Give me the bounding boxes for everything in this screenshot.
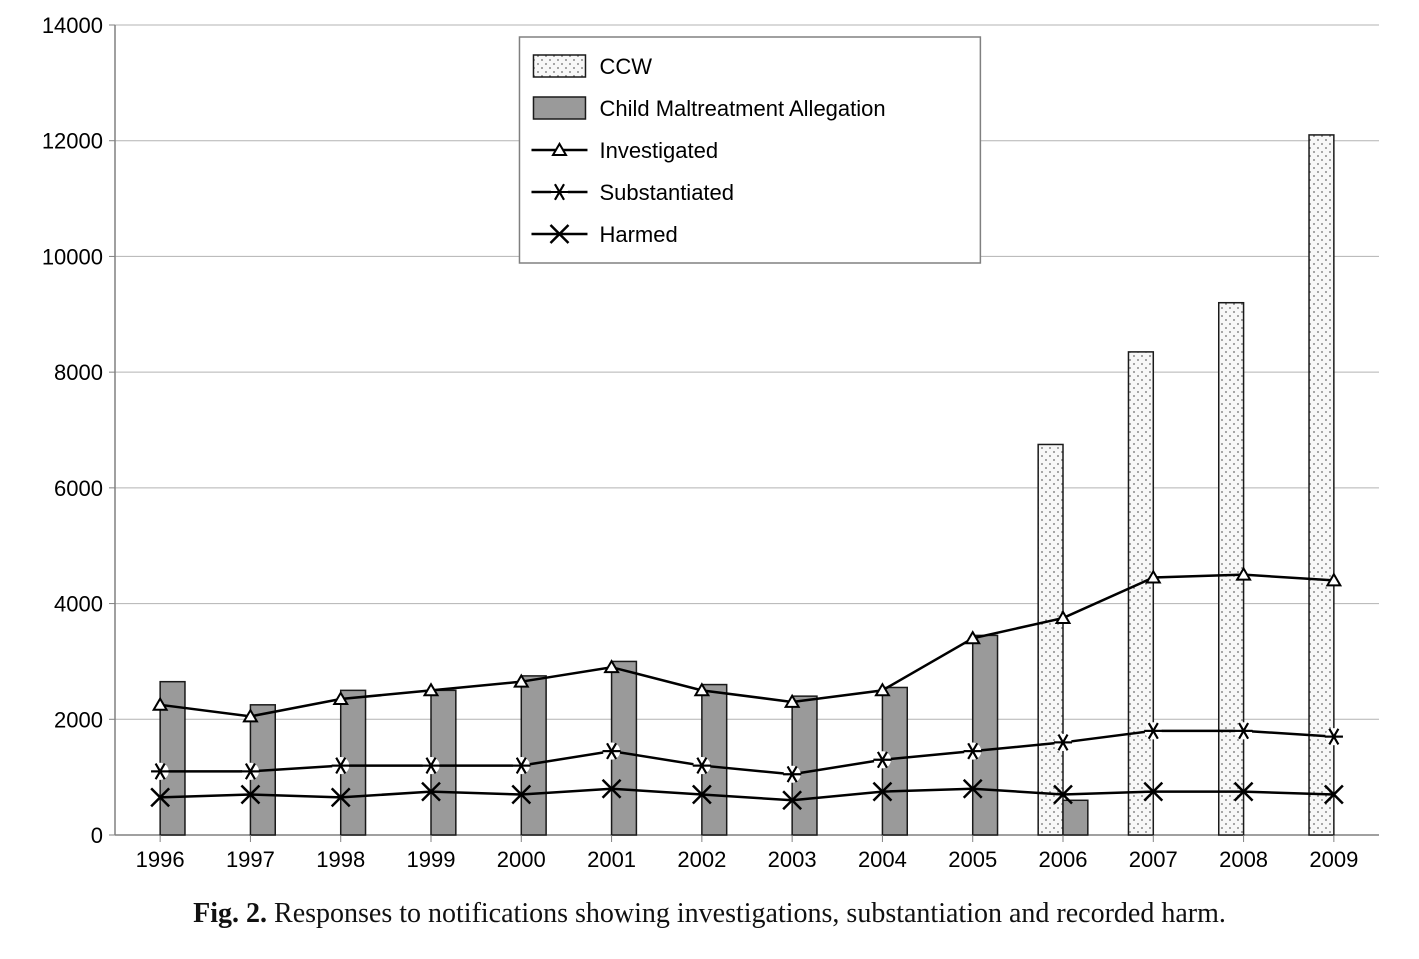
svg-text:Harmed: Harmed xyxy=(599,222,677,247)
svg-text:1998: 1998 xyxy=(316,847,365,872)
svg-text:Investigated: Investigated xyxy=(599,138,718,163)
svg-text:1997: 1997 xyxy=(226,847,275,872)
svg-text:CCW: CCW xyxy=(599,54,652,79)
svg-text:10000: 10000 xyxy=(42,244,103,269)
svg-text:6000: 6000 xyxy=(54,476,103,501)
svg-text:2009: 2009 xyxy=(1309,847,1358,872)
svg-text:1996: 1996 xyxy=(136,847,185,872)
svg-text:2006: 2006 xyxy=(1039,847,1088,872)
figure-caption: Fig. 2. Responses to notifications showi… xyxy=(20,898,1399,930)
svg-text:2005: 2005 xyxy=(948,847,997,872)
svg-text:Child Maltreatment Allegation: Child Maltreatment Allegation xyxy=(599,96,885,121)
svg-text:0: 0 xyxy=(91,823,103,848)
svg-text:2001: 2001 xyxy=(587,847,636,872)
svg-text:2000: 2000 xyxy=(54,707,103,732)
figure-label: Fig. 2. xyxy=(193,898,267,929)
figure-container: 0 2000 4000 6000 8000 10000 12000 14000 1996 1997… xyxy=(0,0,1419,959)
svg-text:2008: 2008 xyxy=(1219,847,1268,872)
svg-text:8000: 8000 xyxy=(54,360,103,385)
chart: 0 2000 4000 6000 8000 10000 12000 14000 1996 1997… xyxy=(20,10,1399,890)
svg-text:2004: 2004 xyxy=(858,847,907,872)
svg-text:Substantiated: Substantiated xyxy=(599,180,734,205)
svg-text:14000: 14000 xyxy=(42,13,103,38)
svg-text:2000: 2000 xyxy=(497,847,546,872)
svg-text:1999: 1999 xyxy=(407,847,456,872)
svg-text:2002: 2002 xyxy=(677,847,726,872)
svg-text:12000: 12000 xyxy=(42,129,103,154)
svg-text:2007: 2007 xyxy=(1129,847,1178,872)
svg-text:4000: 4000 xyxy=(54,592,103,617)
svg-text:2003: 2003 xyxy=(768,847,817,872)
figure-caption-text: Responses to notifications showing inves… xyxy=(274,898,1226,929)
